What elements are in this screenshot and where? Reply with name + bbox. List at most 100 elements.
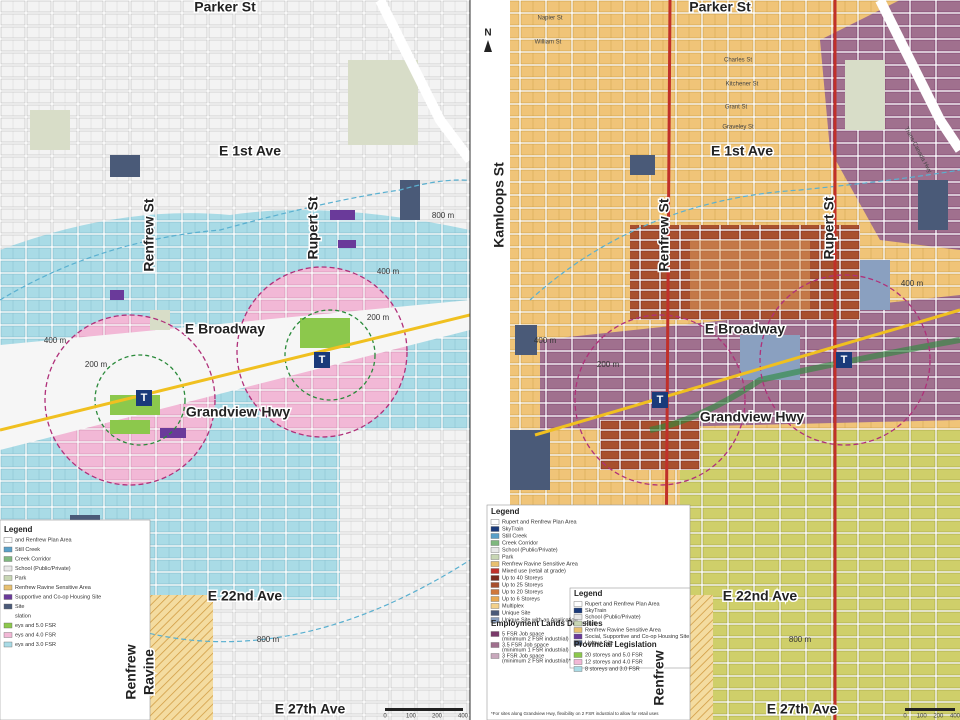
legend-item: eys and 3.0 FSR	[15, 642, 56, 648]
legend-item: Still Creek	[15, 547, 40, 553]
legend-swatch	[573, 627, 583, 633]
legend-swatch	[3, 641, 13, 648]
street-label: E 1st Ave	[219, 143, 281, 159]
legend-item: Rupert and Renfrew Plan Area	[585, 601, 661, 607]
street-label: Kamloops St	[491, 162, 507, 248]
legend-swatch	[3, 632, 13, 638]
legend-title: Legend	[491, 507, 520, 516]
legend-swatch	[3, 603, 13, 610]
legend-swatch	[3, 584, 13, 591]
distance-label: 200 m	[367, 313, 390, 322]
legend-item: Park	[15, 575, 27, 581]
street-label: E Broadway	[705, 321, 785, 337]
legend-item: and Renfrew Plan Area	[15, 537, 73, 543]
legend-swatch	[490, 561, 500, 567]
distance-label: 400 m	[901, 279, 924, 288]
street-label: Grandview Hwy	[186, 404, 290, 420]
street-label: Parker St	[689, 0, 751, 15]
street-label: E Broadway	[185, 321, 265, 337]
legend-item: Supportive and Co-op Housing Site	[15, 594, 101, 600]
street-label: Renfrew	[651, 650, 667, 705]
legend-swatch	[573, 633, 583, 640]
legend-swatch	[573, 659, 583, 665]
legend-swatch	[490, 631, 500, 637]
street-label: Charles St	[724, 58, 752, 64]
legend-swatch	[490, 533, 500, 539]
scale-label: 200	[933, 714, 944, 720]
street-label: E 22nd Ave	[723, 588, 798, 604]
legend-item: Park	[585, 621, 597, 627]
legend-item: Renfrew Ravine Sensitive Area	[15, 585, 92, 591]
right-map: T T	[480, 0, 960, 720]
legend-swatch	[3, 565, 13, 572]
legend-item: SkyTrain	[502, 526, 524, 532]
street-label: Parker St	[194, 0, 256, 15]
legend-item: Up to 40 Storeys	[502, 575, 543, 581]
legend-item: Multiplex	[502, 603, 524, 609]
legend-item: Up to 25 Storeys	[502, 582, 543, 588]
scale-label: 0	[383, 714, 387, 720]
scale-bar	[385, 708, 463, 711]
street-label: Graveley St	[722, 125, 754, 131]
legend-item: Creek Corridor	[15, 556, 51, 562]
scale-label: 200	[432, 714, 443, 720]
scale-label: 100	[406, 714, 417, 720]
scale-label: 400	[950, 714, 960, 720]
street-label: Kitchener St	[726, 82, 759, 88]
legend-swatch	[490, 526, 500, 532]
legend-item: 12 storeys and 4.0 FSR	[585, 659, 643, 665]
legend-swatch	[573, 666, 583, 672]
legend-title: Legend	[574, 589, 603, 598]
footnote: *For sites along Grandview Hwy, flexibil…	[491, 711, 659, 716]
legend-title: Employment Lands Densities	[491, 619, 603, 628]
legend-swatch	[490, 653, 500, 659]
legend-item: SkyTrain	[585, 608, 607, 614]
legend-item: 3 FSR Job space	[502, 653, 544, 659]
legend-title: Provincial Legislation	[574, 640, 657, 649]
legend-item: Site	[15, 604, 24, 610]
legend-item: Social, Supportive and Co-op Housing Sit…	[585, 634, 689, 640]
legend-item: Unique Site	[585, 640, 613, 646]
street-label: William St	[535, 40, 562, 46]
legend-swatch	[3, 575, 13, 581]
north-arrow: N	[484, 28, 491, 39]
legend-swatch	[490, 617, 500, 623]
legend-item: Unique Site with an Application	[502, 617, 578, 623]
legend-item: School (Public/Private)	[502, 547, 558, 553]
legend-swatch	[490, 582, 500, 588]
legend-item: Up to 6 Storeys	[502, 596, 540, 602]
street-label: Grandview Hwy	[700, 409, 804, 425]
street-label: Grant St	[725, 105, 748, 111]
legend-swatch	[490, 596, 500, 602]
scale-bar	[905, 708, 955, 711]
legend-item: Park	[502, 554, 514, 560]
legend-swatch	[3, 537, 13, 543]
street-label: E 27th Ave	[767, 701, 838, 717]
legend-swatch	[490, 540, 500, 546]
legend-swatch	[490, 519, 500, 525]
distance-label: 200 m	[597, 360, 620, 369]
street-label: E 22nd Ave	[208, 588, 283, 604]
street-label: Renfrew St	[141, 198, 157, 271]
legend-swatch	[573, 614, 583, 620]
street-label: Rupert St	[305, 196, 321, 259]
svg-text:T: T	[141, 392, 148, 404]
street-label: Renfrew	[123, 644, 139, 699]
legend-item: Renfrew Ravine Sensitive Area	[502, 561, 579, 567]
svg-text:T: T	[841, 354, 848, 366]
scale-label: 400	[458, 714, 469, 720]
legend-swatch	[490, 610, 500, 616]
legend-swatch	[573, 620, 583, 627]
legend-item: Renfrew Ravine Sensitive Area	[585, 627, 662, 633]
legend-item: 8 storeys and 3.0 FSR	[585, 666, 640, 672]
legend-item: School (Public/Private)	[15, 566, 71, 572]
street-label: E 27th Ave	[275, 701, 346, 717]
legend-item: Still Creek	[502, 533, 527, 539]
street-label: Rupert St	[821, 196, 837, 259]
legend-swatch	[490, 603, 500, 609]
left-map: T T	[0, 0, 470, 720]
legend-swatch	[490, 547, 500, 553]
legend-item: School (Public/Private)	[585, 614, 641, 620]
distance-label: 800 m	[432, 211, 455, 220]
